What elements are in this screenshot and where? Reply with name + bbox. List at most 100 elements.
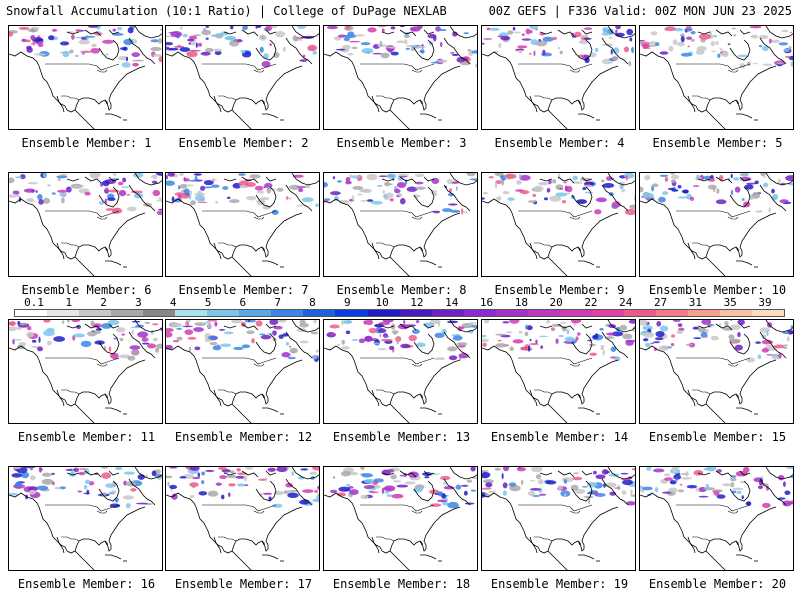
snow-blotch bbox=[25, 39, 31, 43]
snow-blotch bbox=[324, 182, 328, 188]
snow-blotch bbox=[757, 485, 764, 490]
snow-blotch bbox=[736, 490, 742, 494]
snow-blotch bbox=[679, 483, 683, 486]
snow-blotch bbox=[555, 192, 568, 197]
colorbar-swatch bbox=[752, 310, 785, 316]
snow-blotch bbox=[26, 197, 34, 202]
snow-field bbox=[640, 320, 793, 363]
snow-blotch bbox=[121, 62, 131, 68]
snow-blotch bbox=[482, 487, 492, 490]
snow-blotch bbox=[629, 204, 635, 210]
snow-blotch bbox=[488, 490, 496, 494]
snow-blotch bbox=[782, 344, 789, 347]
colorbar-tick-label: 20 bbox=[549, 296, 563, 309]
snow-blotch bbox=[188, 179, 198, 182]
snow-blotch bbox=[312, 467, 319, 471]
snow-blotch bbox=[762, 182, 769, 188]
snow-blotch bbox=[408, 334, 418, 342]
snow-blotch bbox=[186, 320, 191, 323]
snow-blotch bbox=[203, 186, 213, 189]
snow-blotch bbox=[341, 339, 345, 345]
snow-blotch bbox=[602, 27, 609, 33]
snow-blotch bbox=[784, 490, 791, 496]
snow-blotch bbox=[461, 322, 474, 329]
snow-blotch bbox=[344, 34, 357, 39]
snow-blotch bbox=[503, 467, 510, 472]
snow-blotch bbox=[127, 355, 136, 361]
snow-blotch bbox=[159, 28, 162, 31]
snow-blotch bbox=[176, 327, 183, 330]
snow-field bbox=[640, 26, 793, 69]
coastlines bbox=[324, 467, 477, 570]
snow-blotch bbox=[577, 332, 581, 336]
snow-blotch bbox=[226, 474, 237, 479]
snow-blotch bbox=[155, 347, 160, 353]
snow-blotch bbox=[42, 472, 52, 477]
snow-blotch bbox=[669, 480, 677, 485]
snow-blotch bbox=[229, 40, 240, 47]
snow-blotch bbox=[768, 207, 771, 213]
snow-blotch bbox=[759, 34, 769, 40]
snow-blotch bbox=[69, 49, 74, 54]
snow-blotch bbox=[564, 336, 575, 343]
snow-field bbox=[9, 320, 162, 361]
snow-blotch bbox=[41, 478, 54, 485]
colorbar-swatch bbox=[15, 310, 48, 316]
snow-blotch bbox=[324, 198, 331, 201]
ensemble-member-map bbox=[165, 319, 320, 424]
ensemble-member-map bbox=[165, 466, 320, 571]
snow-blotch bbox=[192, 476, 201, 480]
snow-blotch bbox=[561, 476, 574, 483]
snow-blotch bbox=[229, 470, 235, 474]
snow-blotch bbox=[242, 26, 248, 31]
snow-blotch bbox=[461, 208, 464, 215]
snow-blotch bbox=[246, 195, 257, 201]
snow-blotch bbox=[450, 51, 455, 54]
snow-blotch bbox=[212, 345, 222, 351]
snow-blotch bbox=[482, 469, 489, 473]
colorbar-labels: 0.1 1 2 3 4 5 6 7 8 9 10 12 14 16 18 20 22 24 27 31 35 39 bbox=[14, 296, 785, 309]
snow-blotch bbox=[74, 185, 79, 188]
snow-blotch bbox=[360, 494, 369, 500]
snow-blotch bbox=[245, 467, 254, 470]
colorbar-swatch bbox=[143, 310, 176, 316]
snow-blotch bbox=[30, 475, 36, 481]
snow-blotch bbox=[125, 56, 129, 62]
snow-blotch bbox=[620, 472, 629, 475]
snow-blotch bbox=[231, 320, 243, 324]
coastlines bbox=[166, 26, 319, 129]
snow-blotch bbox=[259, 333, 266, 336]
snow-blotch bbox=[152, 337, 158, 342]
snow-blotch bbox=[686, 36, 693, 40]
snow-blotch bbox=[538, 38, 541, 42]
snow-blotch bbox=[790, 325, 793, 329]
snow-blotch bbox=[733, 34, 737, 37]
snow-blotch bbox=[388, 345, 395, 351]
snow-blotch bbox=[625, 501, 635, 506]
snow-blotch bbox=[570, 484, 579, 491]
snow-blotch bbox=[543, 197, 549, 201]
snow-blotch bbox=[595, 474, 606, 480]
snow-blotch bbox=[141, 337, 149, 342]
snow-blotch bbox=[698, 495, 709, 498]
snow-blotch bbox=[730, 482, 735, 488]
snow-blotch bbox=[659, 325, 669, 332]
snow-blotch bbox=[105, 187, 109, 191]
snow-blotch bbox=[634, 196, 635, 201]
snow-blotch bbox=[749, 26, 762, 29]
coastlines bbox=[640, 26, 793, 129]
snow-blotch bbox=[525, 324, 529, 330]
snow-blotch bbox=[338, 486, 351, 492]
snow-blotch bbox=[606, 332, 617, 336]
snow-blotch bbox=[403, 320, 406, 324]
snow-blotch bbox=[583, 495, 594, 499]
ensemble-member-map bbox=[639, 172, 794, 277]
snow-blotch bbox=[737, 320, 745, 326]
snow-blotch bbox=[640, 186, 644, 193]
snow-blotch bbox=[158, 38, 162, 44]
snow-blotch bbox=[719, 48, 723, 51]
snow-blotch bbox=[508, 482, 517, 487]
colorbar-swatch bbox=[111, 310, 144, 316]
snow-blotch bbox=[9, 321, 15, 326]
snow-blotch bbox=[189, 482, 199, 488]
